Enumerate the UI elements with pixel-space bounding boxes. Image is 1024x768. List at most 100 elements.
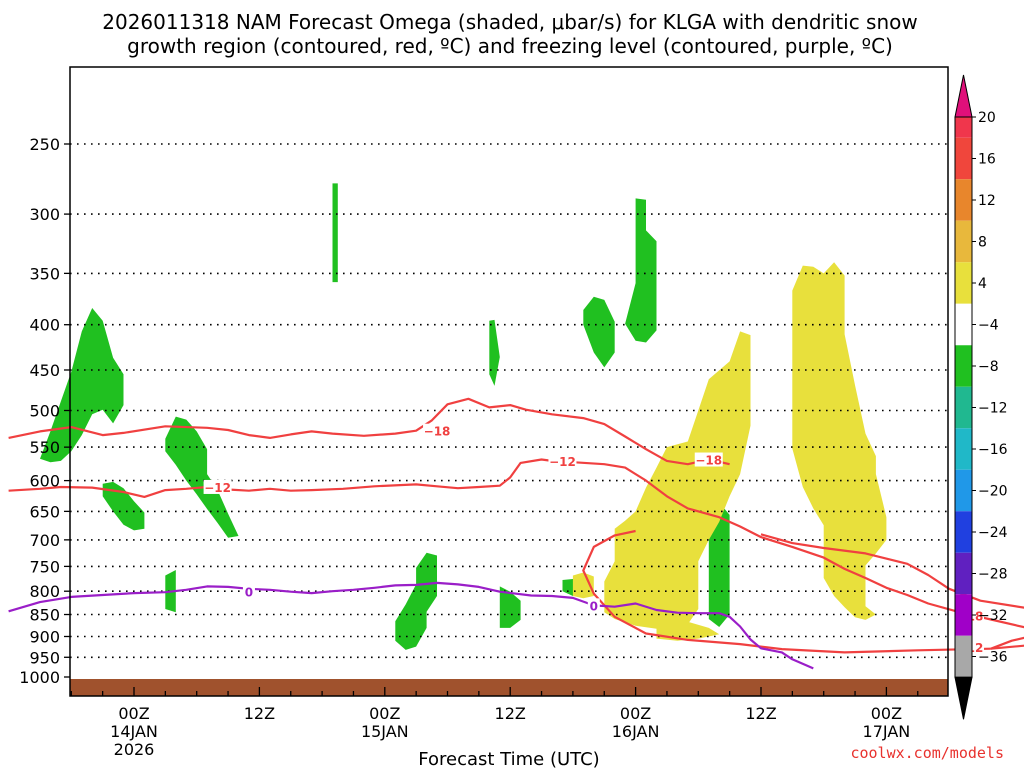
y-tick-label-750: 750 [29, 557, 60, 576]
colorbar-label-0: 20 [978, 110, 996, 126]
contour-line-1 [8, 458, 1024, 650]
y-tick-label-1000: 1000 [19, 668, 60, 687]
colorbar-label-4: 4 [978, 276, 987, 292]
x-axis-title: Forecast Time (UTC) [418, 749, 599, 768]
omega-region-13 [604, 331, 751, 630]
colorbar-label-11: −28 [978, 567, 1008, 583]
omega-region-9 [625, 198, 657, 343]
y-tick-label-800: 800 [29, 582, 60, 601]
colorbar-segment-0 [955, 117, 972, 138]
colorbar-top-arrow [954, 74, 973, 118]
omega-region-15 [656, 619, 720, 641]
ground-fill [70, 679, 948, 696]
x-tick-label-36-0: 12Z [495, 704, 526, 723]
x-tick-label-72-0: 00Z [871, 704, 902, 723]
x-tick-label-24-0: 00Z [369, 704, 400, 723]
x-tick-label-24-1: 15JAN [361, 722, 409, 741]
contour-label-1-1: −12 [204, 481, 231, 495]
omega-region-11 [708, 502, 730, 627]
y-axis: 250 300 350 400 450 500 550 600 650 700 750 800 850 9… [19, 135, 70, 687]
y-tick-label-400: 400 [29, 316, 60, 335]
y-tick-label-350: 350 [29, 264, 60, 283]
y-tick-label-600: 600 [29, 472, 60, 491]
omega-region-0 [40, 308, 124, 463]
contour-label-bg-0-1 [694, 452, 723, 467]
x-tick-label-48-1: 16JAN [612, 722, 660, 741]
contour-label-bg-1-0 [548, 453, 577, 468]
x-tick-label-12-0: 12Z [244, 704, 275, 723]
contour-label-bg-0-0 [423, 423, 452, 438]
colorbar-segment-11 [955, 552, 972, 595]
ground-layer [70, 679, 948, 696]
y-tick-label-250: 250 [29, 135, 60, 154]
contour-label-6-1: 0 [590, 599, 598, 613]
colorbar-segment-13 [955, 635, 972, 678]
colorbar-segment-12 [955, 594, 972, 636]
colorbar-segment-1 [955, 137, 972, 180]
y-tick-label-700: 700 [29, 531, 60, 550]
contour-label-bg-6-1 [587, 598, 600, 613]
omega-shading-layer [40, 183, 887, 650]
colorbar-label-5: −4 [978, 318, 999, 334]
contour-line-4 [760, 533, 1024, 609]
colorbar-label-8: −16 [978, 442, 1008, 458]
contour-lines-layer [8, 397, 1024, 670]
contour-label-1-0: −12 [549, 455, 576, 469]
omega-region-7 [499, 586, 521, 628]
contour-label-6-0: 0 [245, 586, 253, 600]
chart-title-line1: 2026011318 NAM Forecast Omega (shaded, μ… [102, 10, 918, 34]
colorbar-bottom-arrow [954, 676, 973, 720]
x-tick-label-48-0: 00Z [620, 704, 651, 723]
colorbar-label-1: 16 [978, 152, 996, 168]
y-tick-label-850: 850 [29, 606, 60, 625]
omega-region-4 [332, 183, 338, 283]
x-tick-label-60-0: 12Z [745, 704, 776, 723]
colorbar-label-2: 12 [978, 193, 996, 209]
colorbar-label-10: −24 [978, 525, 1008, 541]
omega-region-6 [489, 319, 500, 386]
plot-frame [69, 66, 949, 697]
colorbar: 20 16 12 8 4 −4 −8 −12 −16 −20 −24 −28 −32 −36 [954, 74, 1008, 720]
x-tick-label-0-1: 14JAN [110, 722, 158, 741]
x-tick-label-0-0: 00Z [118, 704, 149, 723]
credit-text: coolwx.com/models [850, 744, 1004, 762]
colorbar-segment-2 [955, 179, 972, 221]
omega-region-16 [792, 262, 887, 620]
contour-line-0 [8, 397, 730, 466]
colorbar-label-9: −20 [978, 484, 1008, 500]
y-tick-label-550: 550 [29, 438, 60, 457]
contour-label-0-0: −18 [424, 425, 451, 439]
colorbar-segment-6 [955, 345, 972, 387]
contour-line-2 [582, 529, 991, 654]
colorbar-segment-3 [955, 220, 972, 263]
colorbar-segment-4 [955, 262, 972, 304]
colorbar-label-12: −32 [978, 608, 1008, 624]
contour-line-6 [8, 581, 814, 670]
omega-region-10 [583, 296, 615, 368]
chart-title-line2: growth region (contoured, red, ºC) and f… [127, 34, 893, 58]
contour-line-5 [990, 636, 1024, 650]
colorbar-segment-7 [955, 386, 972, 429]
colorbar-segment-5 [955, 303, 972, 346]
colorbar-segment-9 [955, 469, 972, 512]
contour-label-bg-6-0 [242, 584, 255, 599]
colorbar-segment-10 [955, 511, 972, 553]
colorbar-label-13: −36 [978, 650, 1008, 666]
colorbar-label-6: −8 [978, 359, 999, 375]
contour-label-bg-1-1 [203, 479, 232, 494]
y-tick-label-300: 300 [29, 205, 60, 224]
contour-label-0-1: −18 [695, 454, 722, 468]
x-tick-label-0-2: 2026 [114, 740, 155, 759]
colorbar-segment-8 [955, 428, 972, 470]
x-tick-label-72-1: 17JAN [863, 722, 911, 741]
omega-region-5 [395, 552, 437, 650]
y-tick-label-900: 900 [29, 627, 60, 646]
colorbar-label-3: 8 [978, 235, 987, 251]
omega-region-1 [165, 416, 239, 538]
y-tick-label-650: 650 [29, 502, 60, 521]
colorbar-frame [954, 116, 973, 678]
colorbar-label-7: −12 [978, 401, 1008, 417]
y-tick-label-950: 950 [29, 648, 60, 667]
